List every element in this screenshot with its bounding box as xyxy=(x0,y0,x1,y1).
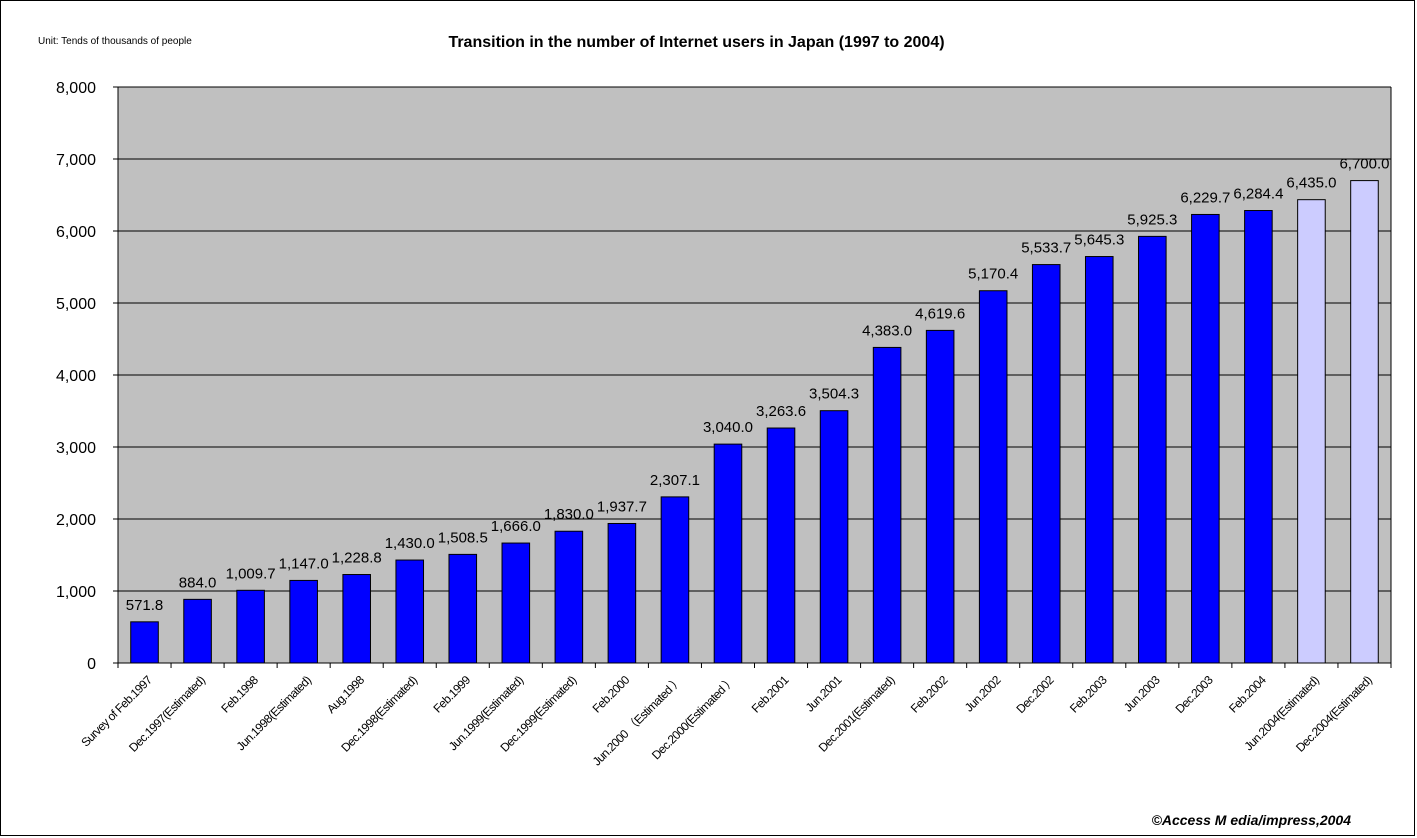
bar xyxy=(395,559,425,664)
bar xyxy=(819,410,849,664)
x-category-label: Feb.2000 xyxy=(590,673,633,716)
x-category-label: Feb.2003 xyxy=(1067,673,1110,716)
bar xyxy=(554,530,584,664)
bar-value-label: 6,435.0 xyxy=(1286,175,1336,192)
bar-value-label: 5,645.3 xyxy=(1074,232,1124,249)
x-category-label: Dec.2003 xyxy=(1173,673,1216,716)
bar-value-label: 3,504.3 xyxy=(809,386,859,403)
bar-value-label: 1,830.0 xyxy=(544,506,594,523)
bar xyxy=(872,346,902,664)
bar-value-label: 1,508.5 xyxy=(438,529,488,546)
y-tick-label: 4,000 xyxy=(56,368,96,385)
bar xyxy=(766,427,796,664)
bar-value-label: 571.8 xyxy=(126,597,164,614)
bar xyxy=(1031,264,1061,664)
bar-value-label: 4,619.6 xyxy=(915,305,965,322)
bar xyxy=(130,621,159,664)
bar xyxy=(1084,256,1114,664)
chart-title: Transition in the number of Internet use… xyxy=(0,34,1417,52)
bar xyxy=(1138,235,1167,664)
x-category-label: Feb.2001 xyxy=(749,673,792,716)
bar xyxy=(1350,180,1379,664)
bar-value-label: 6,700.0 xyxy=(1339,156,1389,173)
bar-value-label: 4,383.0 xyxy=(862,322,912,339)
unit-label: Unit: Tends of thousands of people xyxy=(38,36,192,47)
x-category-label: Feb.1998 xyxy=(218,673,261,716)
bar xyxy=(1244,210,1273,664)
x-category-label: Dec.2002 xyxy=(1014,673,1057,716)
x-category-label: Jun.2002 xyxy=(962,673,1004,715)
bar xyxy=(501,542,531,664)
x-category-label: Aug.1998 xyxy=(324,673,367,716)
bar xyxy=(660,496,690,664)
bar xyxy=(607,522,637,664)
bar-value-label: 3,263.6 xyxy=(756,403,806,420)
y-tick-label: 0 xyxy=(87,656,96,673)
bar-value-label: 1,228.8 xyxy=(332,550,382,567)
bar-value-label: 1,430.0 xyxy=(385,535,435,552)
bar xyxy=(183,598,212,664)
bar-value-label: 3,040.0 xyxy=(703,419,753,436)
bar-value-label: 5,170.4 xyxy=(968,266,1018,283)
x-category-label: Feb.2004 xyxy=(1226,673,1269,716)
y-tick-label: 8,000 xyxy=(56,80,96,97)
bar-value-label: 1,147.0 xyxy=(279,555,329,572)
bar xyxy=(448,553,478,664)
bar-value-label: 5,533.7 xyxy=(1021,240,1071,257)
bar-value-label: 6,229.7 xyxy=(1180,189,1230,206)
y-tick-label: 1,000 xyxy=(56,584,96,601)
bar-value-label: 1,937.7 xyxy=(597,498,647,515)
x-category-label: Jun.2003 xyxy=(1121,673,1163,715)
copyright-notice: ©Access M edia/impress,2004 xyxy=(1151,812,1351,828)
bar xyxy=(236,589,265,664)
bar-value-label: 884.0 xyxy=(179,574,217,591)
bar xyxy=(925,329,955,664)
bar xyxy=(342,574,371,664)
bar xyxy=(978,290,1008,664)
bar-value-label: 2,307.1 xyxy=(650,472,700,489)
bar xyxy=(289,579,318,664)
x-category-label: Jun.2000 （Estimated ） xyxy=(590,673,685,768)
y-tick-label: 6,000 xyxy=(56,224,96,241)
bar xyxy=(1297,199,1326,664)
bar-value-label: 1,009.7 xyxy=(226,565,276,582)
y-tick-label: 3,000 xyxy=(56,440,96,457)
bar-value-label: 6,284.4 xyxy=(1233,186,1283,203)
x-category-label: Jun.2001 xyxy=(803,673,845,715)
y-tick-label: 2,000 xyxy=(56,512,96,529)
x-category-label: Feb.2002 xyxy=(908,673,951,716)
x-category-label: Feb.1999 xyxy=(431,673,474,716)
y-tick-label: 5,000 xyxy=(56,296,96,313)
chart-title-text: Transition in the number of Internet use… xyxy=(448,34,945,51)
y-tick-label: 7,000 xyxy=(56,152,96,169)
bar xyxy=(713,443,743,664)
bar xyxy=(1191,213,1220,664)
bar-value-label: 1,666.0 xyxy=(491,518,541,535)
bar-value-label: 5,925.3 xyxy=(1127,211,1177,228)
